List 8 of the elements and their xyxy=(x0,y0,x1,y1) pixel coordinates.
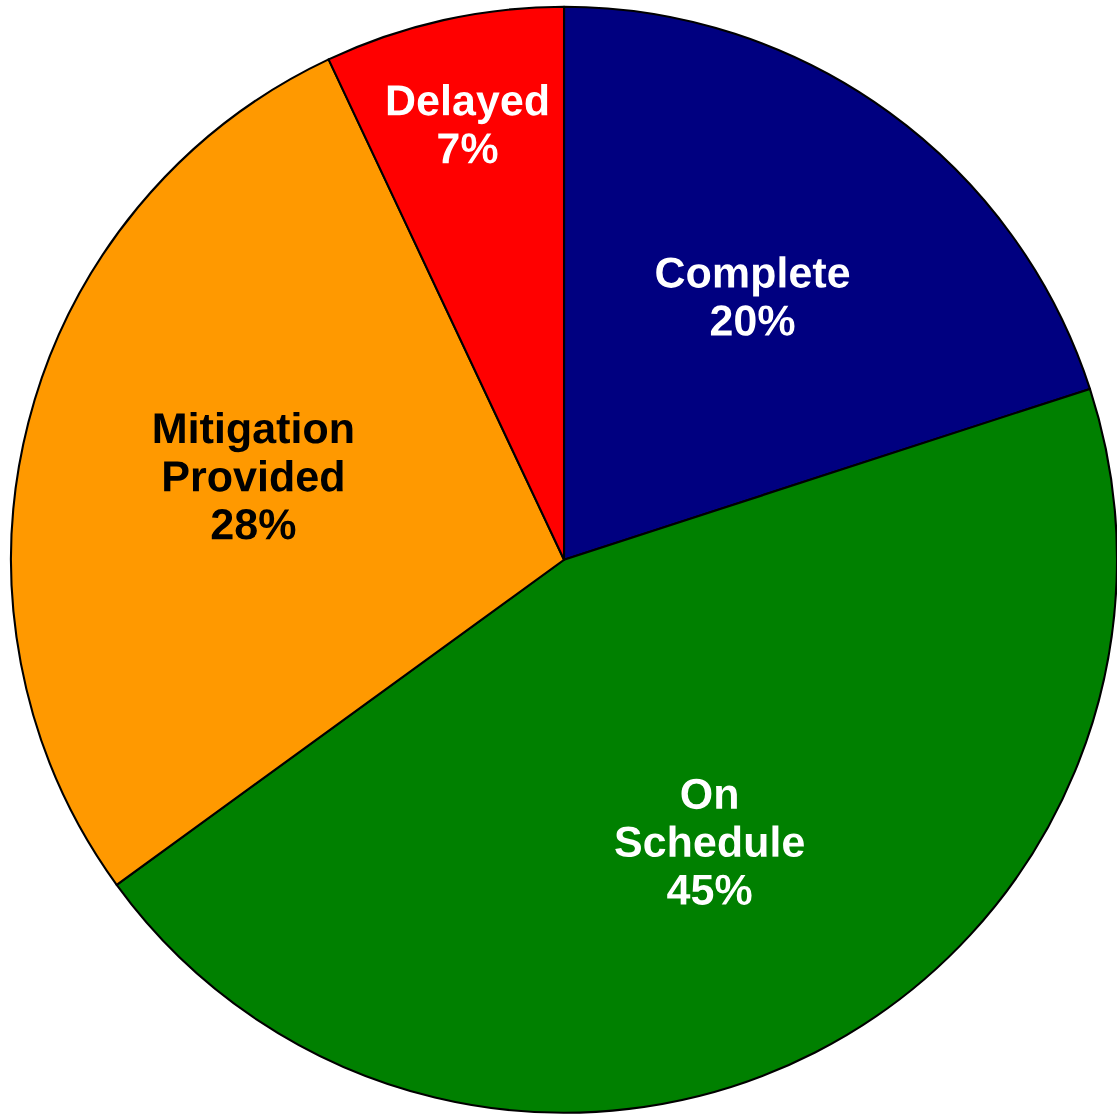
data-label: 28% xyxy=(211,509,296,540)
slice-label: On Schedule xyxy=(615,778,804,858)
data-label: 20% xyxy=(710,305,795,336)
data-label: 7% xyxy=(438,133,498,164)
slice-label: Mitigation Provided xyxy=(154,411,353,492)
slice-label: Delayed xyxy=(387,84,548,125)
data-label: 45% xyxy=(667,874,752,906)
slice-label: Complete xyxy=(656,256,850,297)
